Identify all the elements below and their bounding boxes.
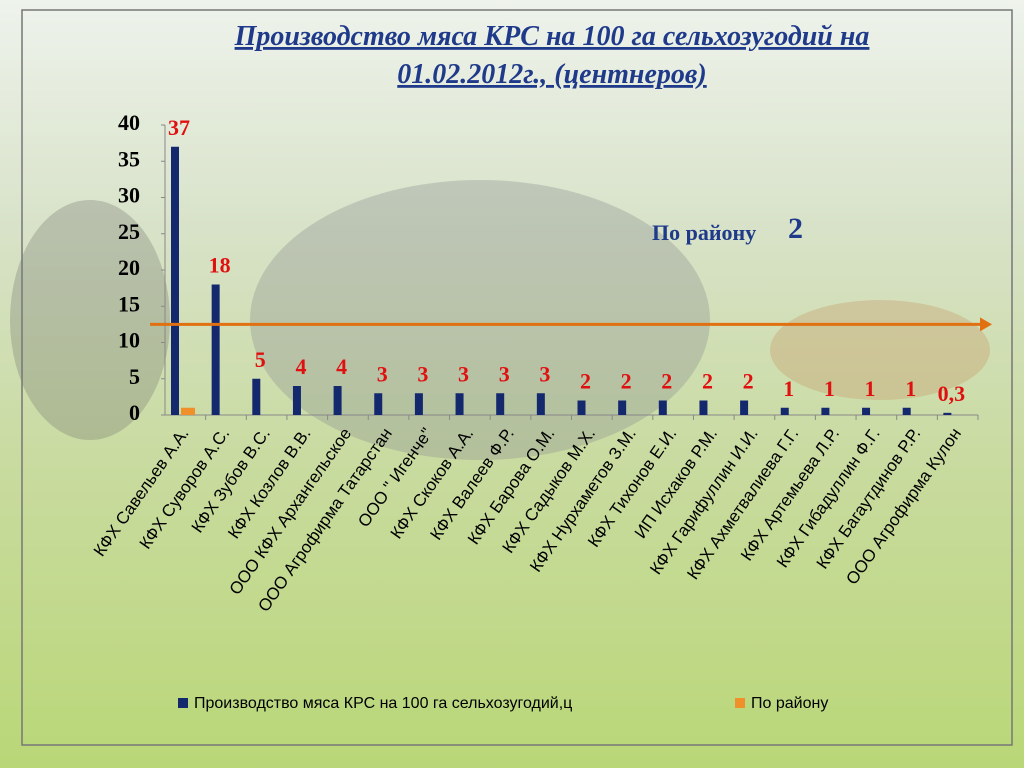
value-label: 4 [336,354,347,379]
y-tick-label: 40 [118,110,140,135]
bar [252,378,261,415]
y-tick-label: 10 [118,328,140,353]
value-label: 2 [661,369,672,394]
bar [496,393,505,415]
legend-swatch [735,698,745,708]
bar [780,407,789,415]
value-label: 3 [458,361,469,386]
bar [171,146,179,415]
bar [658,400,667,415]
photo-shape [10,200,170,440]
y-tick-label: 5 [129,364,140,389]
value-label: 18 [209,253,231,278]
y-tick-label: 0 [129,400,140,425]
value-label: 2 [580,369,591,394]
bar [862,407,871,415]
value-label: 3 [417,361,428,386]
value-label: 2 [702,369,713,394]
bar [292,386,301,415]
bar [211,284,220,415]
bar [455,393,464,415]
legend-swatch [178,698,188,708]
bar [536,393,545,415]
bar [181,407,195,415]
value-label: 1 [824,376,835,401]
photo-shape [250,180,710,460]
bar [699,400,708,415]
value-label: 1 [783,376,794,401]
reference-arrow [980,317,992,332]
annotation: 2 [788,212,803,245]
bar [618,400,627,415]
bar [943,412,952,415]
y-tick-label: 15 [118,291,140,316]
value-label: 1 [865,376,876,401]
bar [333,386,342,415]
value-label: 37 [168,115,190,140]
bar [577,400,586,415]
value-label: 4 [295,354,306,379]
y-tick-label: 20 [118,255,140,280]
bar [821,407,830,415]
value-label: 2 [621,369,632,394]
chart-title: Производство мяса КРС на 100 га сельхозу… [234,21,870,90]
legend-label: Производство мяса КРС на 100 га сельхозу… [194,695,572,712]
y-tick-label: 35 [118,146,140,171]
value-label: 3 [539,361,550,386]
y-tick-label: 30 [118,183,140,208]
bar [374,393,383,415]
bar [414,393,423,415]
annotation: По району [652,220,756,245]
bar [740,400,749,415]
frame [21,9,1013,746]
value-label: 3 [377,361,388,386]
legend-label: По району [751,695,828,712]
value-label: 0,3 [938,381,966,406]
bar [902,407,911,415]
value-label: 3 [499,361,510,386]
value-label: 5 [255,347,266,372]
y-tick-label: 25 [118,219,140,244]
value-label: 1 [905,376,916,401]
value-label: 2 [743,369,754,394]
